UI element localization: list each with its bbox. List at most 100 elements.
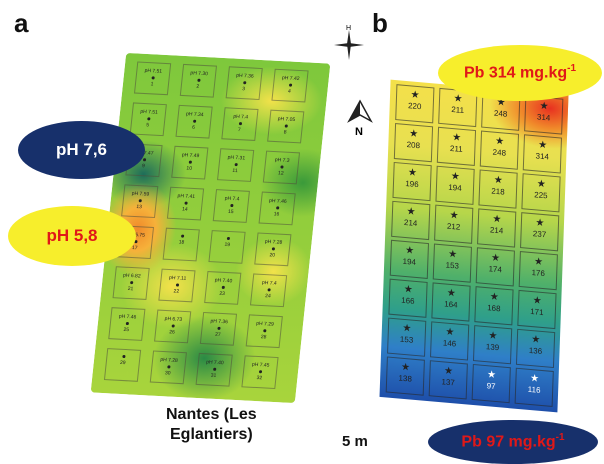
ph-plot-cell: pH 6.82 21: [112, 266, 150, 300]
plot-number: 15: [227, 208, 234, 216]
ph-plot-cell: pH 7.40 23: [204, 271, 242, 305]
ph-value-label: pH 7.30: [190, 70, 209, 78]
ph-plot-cell: pH 7.05 8: [267, 109, 305, 144]
ph-plot-cell: pH 7.31 11: [217, 148, 255, 182]
location-line-2: Eglantiers): [170, 426, 253, 443]
sample-point-icon: [266, 288, 271, 292]
ph-value-label: pH 7.46: [268, 197, 287, 205]
pb-plot-cell: ★ 218: [478, 169, 518, 209]
plot-number: 6: [191, 124, 196, 131]
callout-pb-high-text: Pb 314 mg.kg-1: [464, 63, 576, 82]
ph-plot-cell: pH 6.73 26: [154, 309, 192, 344]
plot-number: 12: [277, 170, 284, 177]
ph-value-label: pH 7.51: [139, 108, 159, 116]
pb-value-label: 138: [398, 373, 413, 384]
callout-pb-low-text: Pb 97 mg.kg-1: [461, 432, 564, 451]
pb-plot-cell: ★ 225: [521, 173, 561, 213]
plot-number: 22: [173, 288, 180, 295]
pb-plot-cell: ★ 212: [434, 204, 474, 244]
ph-plot-cell: pH 7.29 28: [245, 314, 283, 349]
pb-value-label: 211: [449, 143, 463, 154]
pb-plot-cell: ★ 248: [479, 130, 520, 170]
pb-value-label: 225: [534, 190, 548, 201]
pb-value-label: 166: [401, 295, 415, 306]
ph-plot-cell: pH 7.28 20: [254, 232, 292, 267]
pb-value-label: 153: [399, 334, 414, 345]
sample-point-icon: [142, 158, 146, 162]
ph-plot-cell: 19: [208, 230, 246, 264]
plot-number: 9: [141, 163, 146, 170]
sample-point-icon: [279, 165, 284, 169]
callout-pb-low-value: Pb 97 mg.kg: [461, 433, 556, 451]
ph-value-label: pH 7.31: [227, 154, 246, 162]
pb-value-label: 248: [493, 108, 508, 119]
pb-plot-cell: ★ 176: [518, 251, 558, 291]
callout-ph-low-text: pH 5,8: [46, 226, 98, 245]
plot-number: 29: [119, 359, 126, 367]
pb-value-label: 116: [527, 384, 541, 395]
pb-value-label: 218: [491, 186, 505, 197]
ph-plot-cell: pH 7.3 12: [262, 150, 301, 185]
ph-value-label: pH 7.51: [144, 67, 163, 75]
ph-plot-cell: pH 7.4 24: [249, 273, 288, 308]
panel-label-b: b: [372, 8, 388, 38]
pb-plot-cell: ★ 214: [391, 200, 431, 241]
sample-point-icon: [216, 326, 221, 330]
pb-plot-cell: ★ 171: [517, 289, 557, 330]
compass-rose-icon: H: [334, 25, 364, 60]
sample-point-icon: [271, 247, 275, 251]
pb-value-label: 136: [528, 345, 543, 357]
pb-plot-cell: ★ 153: [387, 317, 427, 357]
plot-number: 32: [256, 375, 263, 382]
ph-value-label: pH 7.49: [181, 152, 200, 160]
ph-value-label: pH 7.29: [255, 320, 275, 328]
plot-number: 11: [232, 167, 238, 175]
pb-plot-cell: ★ 164: [431, 282, 471, 322]
sample-point-icon: [150, 76, 155, 80]
ph-value-label: pH 7.4: [224, 195, 240, 203]
pb-plot-cell: ★ 220: [395, 84, 435, 124]
ph-value-label: pH 7.34: [185, 111, 204, 119]
ph-plot-cell: pH 7.45 32: [241, 355, 279, 390]
pb-value-label: 248: [492, 147, 507, 158]
pb-plot-cell: ★ 214: [477, 208, 517, 248]
pb-plot-cell: ★ 139: [472, 325, 513, 365]
ph-value-label: pH 7.28: [160, 356, 179, 364]
ph-plot-cell: pH 7.41 14: [166, 186, 205, 221]
ph-value-label: pH 7.41: [177, 193, 196, 201]
pb-plot-cell: ★ 146: [430, 321, 470, 361]
ph-value-label: pH 6.73: [164, 315, 183, 323]
ph-value-label: pH 7.40: [214, 277, 233, 285]
pb-plot-cell: ★ 137: [428, 360, 468, 400]
pb-value-label: 212: [446, 221, 461, 232]
pb-value-label: 237: [532, 229, 547, 240]
pb-value-label: 220: [407, 101, 422, 112]
plot-number: 25: [123, 326, 130, 334]
sample-point-icon: [221, 285, 225, 289]
plot-number: 4: [287, 88, 292, 95]
plot-number: 31: [210, 372, 217, 379]
pb-value-label: 174: [488, 264, 503, 275]
ph-plot-cell: pH 7.36 3: [225, 66, 263, 101]
pb-plot-cell: ★ 136: [515, 328, 556, 369]
ph-value-label: pH 6.82: [122, 272, 141, 280]
pb-value-label: 137: [441, 377, 456, 388]
plot-number: 18: [178, 239, 185, 246]
plot-number: 17: [131, 244, 138, 252]
plot-number: 27: [214, 331, 221, 338]
pb-plot-cell: ★ 194: [389, 239, 429, 279]
callout-ph-low: pH 5,8: [8, 206, 136, 266]
ph-plot-cell: pH 7.51 1: [133, 61, 172, 96]
plot-number: 28: [260, 334, 267, 341]
sample-point-icon: [188, 160, 192, 164]
ph-value-label: pH 7.59: [131, 190, 150, 198]
pb-value-label: 194: [448, 182, 462, 193]
compass-b-label: N: [355, 126, 363, 138]
plot-number: 3: [241, 86, 246, 93]
plot-number: 19: [224, 241, 231, 249]
plot-number: 30: [164, 370, 171, 377]
sample-point-icon: [138, 199, 142, 203]
pb-value-label: 194: [402, 256, 417, 267]
ph-plot-cell: 29: [103, 348, 142, 382]
plot-number: 20: [269, 252, 276, 259]
